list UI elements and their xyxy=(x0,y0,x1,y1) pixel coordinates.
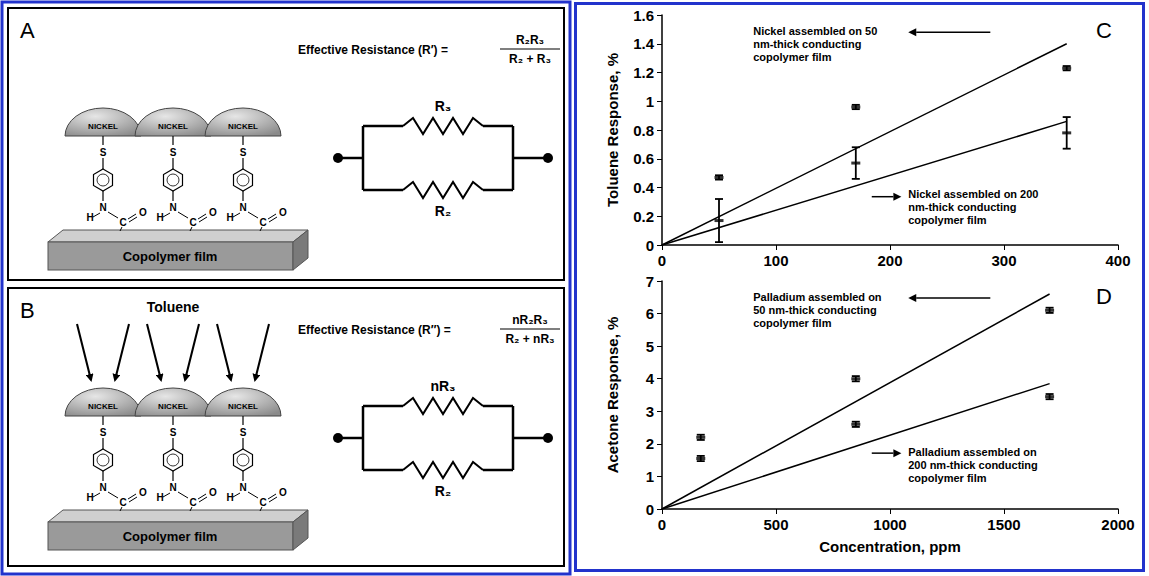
svg-text:1000: 1000 xyxy=(873,516,906,533)
svg-text:A: A xyxy=(20,18,35,43)
svg-text:0.2: 0.2 xyxy=(633,208,654,225)
svg-text:1.6: 1.6 xyxy=(633,7,654,24)
svg-text:R₂R₃: R₂R₃ xyxy=(516,33,544,47)
svg-text:2: 2 xyxy=(646,435,654,452)
svg-text:H: H xyxy=(156,492,163,503)
svg-text:O: O xyxy=(279,207,287,218)
svg-text:copolymer film: copolymer film xyxy=(908,472,986,484)
svg-text:1500: 1500 xyxy=(987,516,1020,533)
svg-text:0.4: 0.4 xyxy=(633,179,655,196)
svg-text:C: C xyxy=(1096,18,1112,43)
svg-text:1: 1 xyxy=(646,468,654,485)
svg-text:S: S xyxy=(100,427,107,438)
svg-text:N: N xyxy=(239,202,246,213)
svg-text:500: 500 xyxy=(763,516,788,533)
svg-text:NICKEL: NICKEL xyxy=(158,122,188,131)
svg-text:S: S xyxy=(100,147,107,158)
svg-text:3: 3 xyxy=(646,403,654,420)
svg-text:0: 0 xyxy=(658,516,666,533)
svg-text:R₂: R₂ xyxy=(435,203,451,219)
svg-text:300: 300 xyxy=(991,252,1016,269)
svg-text:0: 0 xyxy=(646,237,654,254)
svg-text:O: O xyxy=(279,487,287,498)
svg-text:1.2: 1.2 xyxy=(633,64,654,81)
svg-text:nR₂R₃: nR₂R₃ xyxy=(512,313,548,327)
svg-text:400: 400 xyxy=(1105,252,1130,269)
svg-text:C: C xyxy=(119,497,126,508)
svg-text:S: S xyxy=(170,147,177,158)
svg-text:0.6: 0.6 xyxy=(633,150,654,167)
svg-text:S: S xyxy=(240,147,247,158)
svg-text:Effective Resistance (R″) =: Effective Resistance (R″) = xyxy=(298,323,451,337)
svg-text:1: 1 xyxy=(646,93,654,110)
svg-text:N: N xyxy=(169,202,176,213)
svg-text:R₃: R₃ xyxy=(435,98,452,114)
svg-text:Copolymer film: Copolymer film xyxy=(123,249,218,264)
svg-text:C: C xyxy=(119,217,126,228)
svg-text:C: C xyxy=(189,497,196,508)
svg-text:200 nm-thick conducting: 200 nm-thick conducting xyxy=(908,459,1038,471)
svg-text:C: C xyxy=(259,497,266,508)
svg-text:0: 0 xyxy=(646,501,654,518)
svg-text:N: N xyxy=(99,482,106,493)
svg-text:NICKEL: NICKEL xyxy=(88,402,118,411)
svg-text:S: S xyxy=(240,427,247,438)
svg-text:Palladium assembled on: Palladium assembled on xyxy=(908,446,1037,458)
svg-text:4: 4 xyxy=(646,370,655,387)
svg-text:N: N xyxy=(239,482,246,493)
svg-text:C: C xyxy=(259,217,266,228)
svg-text:R₂ + R₃: R₂ + R₃ xyxy=(509,52,551,66)
svg-text:R₂ + nR₃: R₂ + nR₃ xyxy=(505,332,554,346)
svg-text:Nickel assembled on 50: Nickel assembled on 50 xyxy=(753,25,877,37)
svg-text:0.8: 0.8 xyxy=(633,122,654,139)
svg-text:5: 5 xyxy=(646,338,654,355)
svg-text:copolymer film: copolymer film xyxy=(753,317,831,329)
svg-text:Palladium assembled on: Palladium assembled on xyxy=(753,291,882,303)
svg-text:50 nm-thick conducting: 50 nm-thick conducting xyxy=(753,304,876,316)
svg-text:200: 200 xyxy=(877,252,902,269)
svg-text:D: D xyxy=(1096,284,1112,309)
svg-text:S: S xyxy=(170,427,177,438)
svg-text:nm-thick conducting: nm-thick conducting xyxy=(753,38,861,50)
svg-text:H: H xyxy=(226,492,233,503)
svg-text:C: C xyxy=(189,217,196,228)
svg-text:NICKEL: NICKEL xyxy=(158,402,188,411)
svg-text:copolymer film: copolymer film xyxy=(753,51,831,63)
svg-text:H: H xyxy=(226,212,233,223)
svg-text:O: O xyxy=(139,207,147,218)
svg-text:Effective Resistance (R′) =: Effective Resistance (R′) = xyxy=(298,43,448,57)
svg-text:O: O xyxy=(209,207,217,218)
svg-text:N: N xyxy=(169,482,176,493)
svg-text:100: 100 xyxy=(763,252,788,269)
svg-text:7: 7 xyxy=(646,273,654,290)
svg-text:H: H xyxy=(156,212,163,223)
svg-text:nm-thick conducting: nm-thick conducting xyxy=(908,201,1016,213)
svg-text:Toluene Response, %: Toluene Response, % xyxy=(604,53,621,207)
svg-text:copolymer film: copolymer film xyxy=(908,214,986,226)
svg-text:H: H xyxy=(86,492,93,503)
svg-text:B: B xyxy=(20,298,35,323)
svg-text:6: 6 xyxy=(646,305,654,322)
svg-text:NICKEL: NICKEL xyxy=(228,122,258,131)
svg-text:1.4: 1.4 xyxy=(633,35,655,52)
svg-text:0: 0 xyxy=(658,252,666,269)
svg-text:Concentration, ppm: Concentration, ppm xyxy=(819,538,961,555)
svg-text:O: O xyxy=(139,487,147,498)
svg-text:Acetone Response, %: Acetone Response, % xyxy=(604,317,621,474)
svg-text:Toluene: Toluene xyxy=(147,299,200,315)
svg-text:NICKEL: NICKEL xyxy=(88,122,118,131)
svg-text:Copolymer film: Copolymer film xyxy=(123,529,218,544)
svg-text:NICKEL: NICKEL xyxy=(228,402,258,411)
svg-text:H: H xyxy=(86,212,93,223)
svg-text:N: N xyxy=(99,202,106,213)
svg-text:Nickel assembled on 200: Nickel assembled on 200 xyxy=(908,188,1038,200)
svg-text:R₂: R₂ xyxy=(435,483,451,499)
svg-text:nR₃: nR₃ xyxy=(430,378,455,394)
svg-text:2000: 2000 xyxy=(1101,516,1134,533)
svg-text:O: O xyxy=(209,487,217,498)
